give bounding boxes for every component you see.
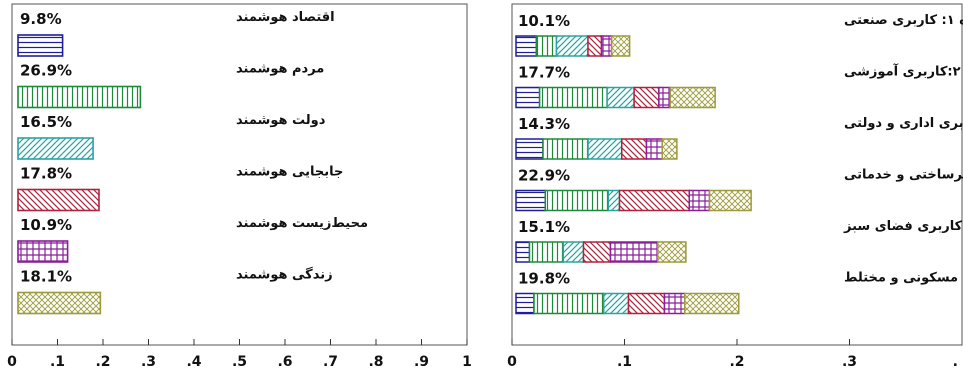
category-label: گروه ۳: کاربری اداری و دولتی xyxy=(844,115,963,131)
stacked-segment xyxy=(528,241,564,263)
stacked-segment xyxy=(515,35,537,57)
x-tick-label-edge: . xyxy=(953,354,958,370)
total-label: 14.3% xyxy=(518,115,570,133)
x-tick-label: .7 xyxy=(323,354,338,370)
total-label: 17.7% xyxy=(518,64,570,82)
stacked-segment xyxy=(562,241,585,263)
category-label: جابجایی هوشمند xyxy=(236,165,343,180)
stacked-segment xyxy=(538,86,608,109)
stacked-segment xyxy=(633,86,660,109)
left-panel: 0 .1 .2 .3 .4 .5 .6 .7 .8 .9 1 9.8% اقتصاد هوشمند 26.… xyxy=(7,3,472,370)
value-label: 26.9% xyxy=(20,62,72,80)
stacked-segment xyxy=(515,86,541,109)
stacked-segment xyxy=(582,241,612,263)
x-tick-label: 1 xyxy=(462,354,472,370)
total-label: 22.9% xyxy=(518,167,570,185)
x-tick-label: .4 xyxy=(186,354,201,370)
value-label: 16.5% xyxy=(20,113,72,131)
stacked-segment xyxy=(515,138,544,160)
stacked-segment xyxy=(603,292,630,315)
stacked-segment xyxy=(645,138,663,160)
total-label: 10.1% xyxy=(518,12,570,30)
stacked-segment xyxy=(535,35,558,57)
bar xyxy=(17,137,94,160)
category-label: گروه ۶: کاربری مسکونی و مختلط xyxy=(844,270,963,286)
x-tick-label: .1 xyxy=(617,354,632,370)
stacked-segment xyxy=(610,35,631,57)
stacked-segment xyxy=(684,292,740,315)
x-tick-label: .6 xyxy=(277,354,292,370)
stacked-segment xyxy=(587,138,623,160)
stacked-segment xyxy=(618,189,690,212)
category-label: گروه ۲:کاربری آموزشی xyxy=(844,63,963,80)
right-panel: 0 .1 .2 .3. 10.1% گروه ۱: کاربری صنعتی 17.7% گر… xyxy=(507,3,963,370)
stacked-segment xyxy=(515,241,531,263)
stacked-segment xyxy=(658,86,671,109)
bar xyxy=(17,291,102,315)
stacked-segment xyxy=(688,189,711,212)
x-tick-label: .2 xyxy=(95,354,110,370)
stacked-segment xyxy=(663,292,686,315)
category-label: زندگی هوشمند xyxy=(236,267,333,283)
x-tick-label: 0 xyxy=(507,354,517,370)
stacked-segment xyxy=(587,35,603,57)
stacked-segment xyxy=(669,86,716,109)
stacked-segment xyxy=(600,35,613,57)
value-label: 10.9% xyxy=(20,216,72,234)
total-label: 19.8% xyxy=(518,270,570,288)
stacked-segment xyxy=(627,292,666,315)
x-tick-label: .2 xyxy=(729,354,744,370)
stacked-segment xyxy=(661,138,678,160)
total-label: 15.1% xyxy=(518,218,570,236)
stacked-segment xyxy=(555,35,589,57)
value-label: 9.8% xyxy=(20,10,62,28)
stacked-segment xyxy=(515,189,546,212)
x-tick-label: .3 xyxy=(842,354,857,370)
bar xyxy=(17,188,100,212)
stacked-segment xyxy=(515,292,535,315)
x-tick-label: .8 xyxy=(368,354,383,370)
x-tick-label: .3 xyxy=(141,354,156,370)
bar xyxy=(17,240,69,263)
x-tick-label: .9 xyxy=(414,354,429,370)
x-tick-label: .1 xyxy=(50,354,65,370)
stacked-segment xyxy=(607,189,621,212)
category-label: گروه ۵: کاربری فضای سبز xyxy=(843,218,963,234)
category-label: محیط‌زیست هوشمند xyxy=(236,216,368,231)
bar xyxy=(17,85,142,109)
category-label: مردم هوشمند xyxy=(236,62,324,77)
category-label: دولت هوشمند xyxy=(236,113,326,128)
stacked-segment xyxy=(708,189,752,212)
value-label: 17.8% xyxy=(20,165,72,183)
stacked-segment xyxy=(621,138,648,160)
stacked-segment xyxy=(533,292,605,315)
category-label: گروه ۴: کاربری زیرساختی و خدماتی xyxy=(844,167,963,183)
x-tick-label: .5 xyxy=(232,354,247,370)
bar xyxy=(17,34,64,57)
stacked-segment xyxy=(544,189,609,212)
value-label: 18.1% xyxy=(20,268,72,286)
stacked-segment xyxy=(542,138,589,160)
category-label: اقتصاد هوشمند xyxy=(236,10,335,25)
x-tick-label: 0 xyxy=(7,354,17,370)
stacked-segment xyxy=(606,86,635,109)
stacked-segment xyxy=(657,241,687,263)
stacked-segment xyxy=(609,241,659,263)
category-label: گروه ۱: کاربری صنعتی xyxy=(844,12,963,28)
